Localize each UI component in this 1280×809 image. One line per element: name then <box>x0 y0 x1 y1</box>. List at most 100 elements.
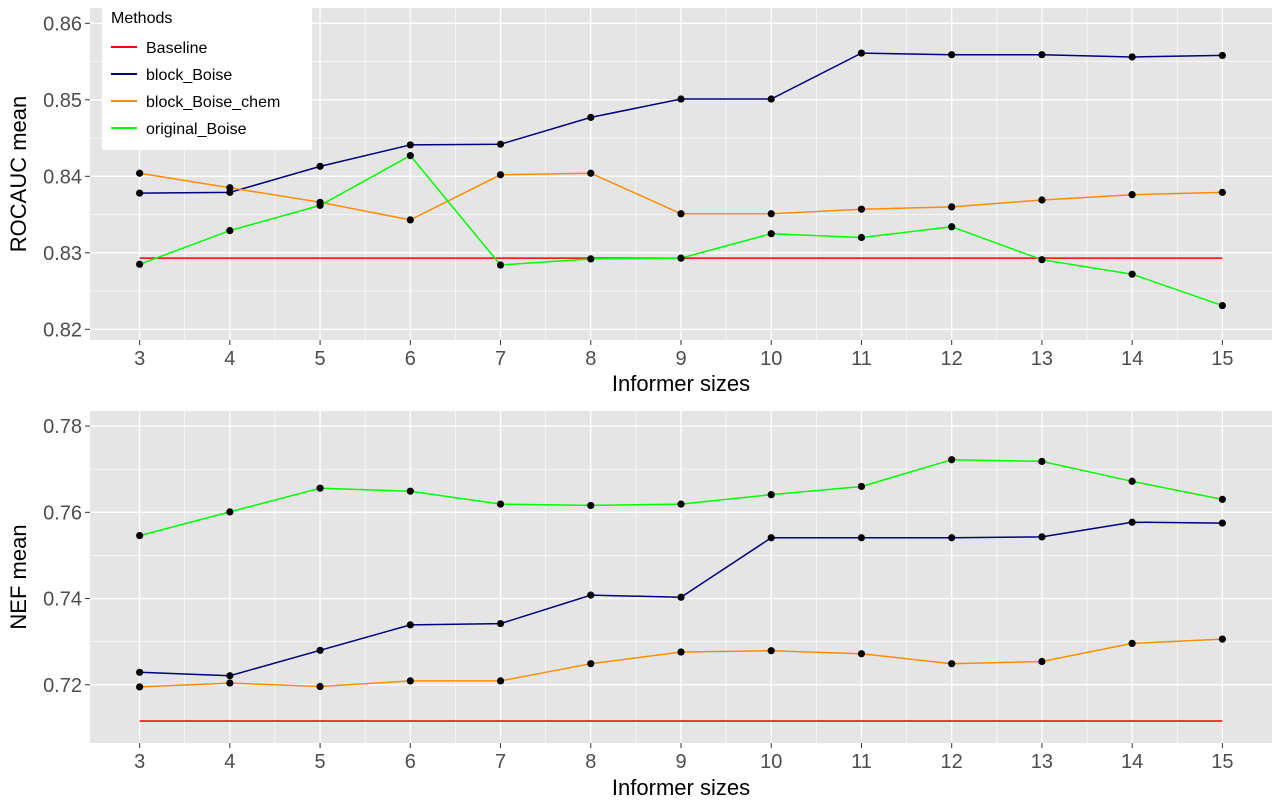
data-point-block-boise <box>857 49 866 57</box>
data-point-block-boise-chem <box>406 677 414 685</box>
data-point-original-boise <box>316 201 324 209</box>
data-point-block-boise <box>316 646 324 654</box>
y-axis-title: ROCAUC mean <box>6 96 31 252</box>
data-point-block-boise-chem <box>226 679 234 687</box>
data-point-original-boise <box>1218 495 1226 503</box>
data-point-block-boise <box>857 534 866 542</box>
data-point-block-boise-chem <box>857 205 866 213</box>
x-tick-label: 12 <box>941 348 963 370</box>
x-tick-label: 8 <box>585 348 596 370</box>
data-point-original-boise <box>226 227 234 235</box>
data-point-original-boise <box>496 261 505 269</box>
legend-entry: block_Boise <box>111 67 232 84</box>
data-point-block-boise <box>948 534 956 542</box>
x-tick-label: 15 <box>1211 751 1233 773</box>
data-point-block-boise <box>1128 518 1136 526</box>
data-point-block-boise <box>1218 519 1226 527</box>
x-tick-label: 12 <box>941 751 963 773</box>
data-point-block-boise-chem <box>136 683 144 691</box>
y-tick-label: 0.83 <box>43 243 82 265</box>
data-point-block-boise <box>406 141 414 149</box>
x-tick-label: 9 <box>675 751 686 773</box>
data-point-block-boise-chem <box>1128 191 1136 199</box>
data-point-block-boise-chem <box>677 648 685 656</box>
data-point-original-boise <box>857 482 866 491</box>
data-point-block-boise-chem <box>406 216 414 224</box>
data-point-block-boise-chem <box>136 169 144 177</box>
x-tick-label: 4 <box>224 348 235 370</box>
data-point-block-boise-chem <box>767 647 775 655</box>
data-point-block-boise-chem <box>316 682 324 691</box>
data-point-block-boise <box>677 95 685 103</box>
data-point-block-boise <box>1128 53 1136 61</box>
data-point-block-boise <box>136 189 144 197</box>
nef-chart: 0.72 0.74 0.76 0.78 3 4 5 6 7 8 9 10 11 12 13 14 15 Infor… <box>6 411 1272 800</box>
data-point-original-boise <box>587 501 595 510</box>
data-point-block-boise <box>677 593 685 601</box>
data-point-original-boise <box>1218 301 1226 310</box>
data-point-original-boise <box>316 484 324 492</box>
x-tick-label: 6 <box>405 348 416 370</box>
data-point-block-boise <box>767 534 775 542</box>
x-axis-title: Informer sizes <box>612 371 750 396</box>
data-point-block-boise-chem <box>677 210 685 218</box>
x-tick-label: 6 <box>405 751 416 773</box>
data-point-original-boise <box>948 456 956 464</box>
y-tick-label: 0.86 <box>43 13 82 35</box>
legend-label: block_Boise_chem <box>146 94 280 111</box>
x-tick-label: 11 <box>851 348 872 370</box>
data-point-block-boise-chem <box>948 660 956 668</box>
x-tick-label: 13 <box>1031 348 1053 370</box>
data-point-block-boise <box>767 95 775 103</box>
data-point-original-boise <box>587 255 595 263</box>
y-tick-label: 0.84 <box>43 166 82 188</box>
data-point-block-boise-chem <box>1128 639 1136 648</box>
data-point-block-boise-chem <box>496 677 505 685</box>
data-point-block-boise <box>226 672 234 680</box>
data-point-block-boise-chem <box>857 650 866 658</box>
x-tick-label: 7 <box>495 348 506 370</box>
x-tick-label: 7 <box>495 751 506 773</box>
data-point-original-boise <box>857 233 866 242</box>
data-point-original-boise <box>767 491 775 499</box>
data-point-block-boise <box>316 162 324 170</box>
x-tick-label: 13 <box>1031 751 1053 773</box>
data-point-block-boise-chem <box>948 203 956 211</box>
data-point-original-boise <box>948 223 956 231</box>
legend-label: original_Boise <box>146 121 247 138</box>
data-point-block-boise <box>1038 51 1046 59</box>
x-tick-label: 10 <box>760 348 782 370</box>
data-point-original-boise <box>136 532 144 540</box>
data-point-original-boise <box>677 254 685 262</box>
data-point-block-boise-chem <box>1038 196 1046 204</box>
y-tick-label: 0.72 <box>43 675 82 697</box>
data-point-block-boise-chem <box>1218 635 1226 643</box>
data-point-block-boise <box>587 591 595 599</box>
x-tick-label: 5 <box>315 348 326 370</box>
data-point-block-boise <box>948 51 956 59</box>
legend-background <box>102 5 312 150</box>
data-point-original-boise <box>406 487 414 495</box>
data-point-block-boise <box>406 621 414 629</box>
data-point-block-boise-chem <box>496 171 505 179</box>
y-tick-label: 0.76 <box>43 502 82 524</box>
data-point-block-boise-chem <box>587 169 595 177</box>
data-point-original-boise <box>1128 477 1136 485</box>
data-point-original-boise <box>136 260 144 268</box>
x-tick-label: 15 <box>1211 348 1233 370</box>
y-tick-label: 0.85 <box>43 90 82 112</box>
data-point-block-boise <box>1218 51 1226 60</box>
rocauc-chart: 0.82 0.83 0.84 0.85 0.86 3 4 5 6 7 8 9 10 11 12 13 14 15 I… <box>6 8 1272 396</box>
x-tick-label: 3 <box>134 751 145 773</box>
data-point-block-boise-chem <box>767 210 775 218</box>
data-point-original-boise <box>496 500 505 508</box>
x-axis-title: Informer sizes <box>612 775 750 800</box>
data-point-block-boise <box>496 140 505 148</box>
x-tick-label: 11 <box>851 751 872 773</box>
x-tick-label: 14 <box>1121 348 1143 370</box>
legend-title: Methods <box>111 10 172 27</box>
data-point-original-boise <box>767 230 775 238</box>
legend-entry: Baseline <box>111 40 207 57</box>
data-point-block-boise-chem <box>1218 188 1226 196</box>
